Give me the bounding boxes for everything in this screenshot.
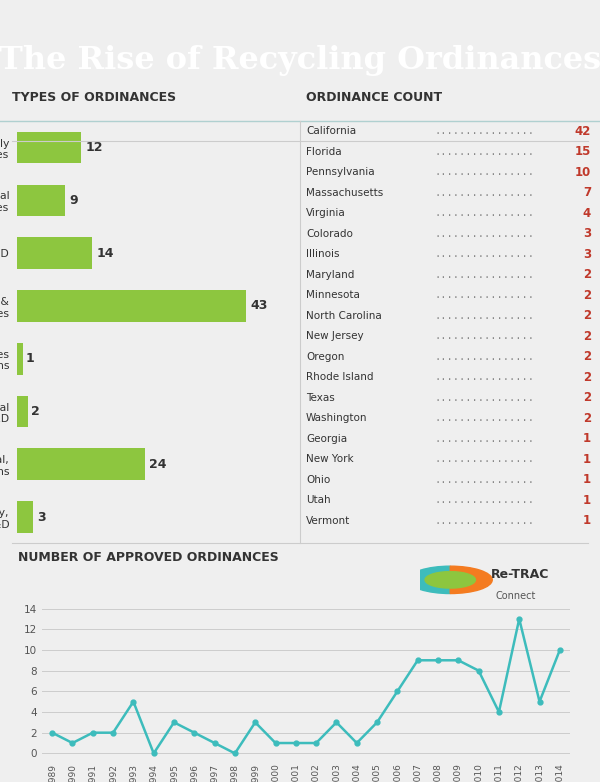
Text: 2: 2	[583, 371, 591, 384]
Text: ................: ................	[434, 332, 535, 341]
Text: Pennsylvania: Pennsylvania	[306, 167, 374, 178]
Text: 14: 14	[96, 246, 113, 260]
Text: New York: New York	[306, 454, 353, 465]
Bar	[17, 290, 246, 321]
Text: 2: 2	[583, 350, 591, 363]
Text: 12: 12	[85, 141, 103, 154]
Text: 43: 43	[250, 300, 268, 313]
Text: ................: ................	[434, 167, 535, 178]
Text: ................: ................	[434, 372, 535, 382]
Bar	[17, 237, 92, 269]
Text: 7: 7	[583, 186, 591, 199]
Text: ................: ................	[434, 434, 535, 443]
Text: 1: 1	[26, 352, 35, 365]
Text: Rhode Island: Rhode Island	[306, 372, 373, 382]
Text: North Carolina: North Carolina	[306, 310, 382, 321]
Text: 1: 1	[583, 432, 591, 445]
Wedge shape	[408, 566, 450, 594]
Bar	[17, 448, 145, 480]
Text: ................: ................	[434, 208, 535, 218]
Text: 4: 4	[583, 207, 591, 220]
Text: Georgia: Georgia	[306, 434, 347, 443]
Bar	[17, 131, 81, 163]
Text: 3: 3	[583, 228, 591, 240]
Text: 1: 1	[583, 493, 591, 507]
Text: ................: ................	[434, 270, 535, 280]
Text: ................: ................	[434, 475, 535, 485]
Text: 3: 3	[583, 248, 591, 261]
Text: Ohio: Ohio	[306, 475, 330, 485]
Text: 10: 10	[575, 166, 591, 179]
Text: Colorado: Colorado	[306, 229, 353, 239]
Bar	[17, 185, 65, 216]
Text: ................: ................	[434, 188, 535, 198]
Text: Re-TRAC: Re-TRAC	[491, 568, 549, 581]
Text: 9: 9	[70, 194, 78, 207]
Text: ................: ................	[434, 352, 535, 362]
Text: ................: ................	[434, 249, 535, 260]
Text: 1: 1	[583, 473, 591, 486]
Text: ................: ................	[434, 229, 535, 239]
Bar	[17, 343, 23, 375]
Text: Maryland: Maryland	[306, 270, 355, 280]
Text: ................: ................	[434, 515, 535, 526]
Bar	[17, 396, 28, 427]
Text: Minnesota: Minnesota	[306, 290, 360, 300]
Text: Florida: Florida	[306, 147, 341, 157]
Wedge shape	[425, 572, 475, 588]
Text: ................: ................	[434, 495, 535, 505]
Text: 1: 1	[583, 514, 591, 527]
Text: Vermont: Vermont	[306, 515, 350, 526]
Text: ................: ................	[434, 147, 535, 157]
Text: 15: 15	[575, 145, 591, 159]
Text: Oregon: Oregon	[306, 352, 344, 362]
Wedge shape	[450, 566, 492, 594]
Text: Illinois: Illinois	[306, 249, 340, 260]
Text: 2: 2	[583, 268, 591, 282]
Text: Utah: Utah	[306, 495, 331, 505]
Text: 2: 2	[583, 289, 591, 302]
Text: New Jersey: New Jersey	[306, 332, 364, 341]
Text: Connect: Connect	[496, 591, 536, 601]
Text: ................: ................	[434, 127, 535, 136]
Text: 24: 24	[149, 457, 167, 471]
Text: 42: 42	[575, 125, 591, 138]
Text: ................: ................	[434, 290, 535, 300]
Text: 2: 2	[583, 391, 591, 404]
Text: 2: 2	[583, 309, 591, 322]
Text: 2: 2	[31, 405, 40, 418]
Text: ................: ................	[434, 413, 535, 423]
Text: Texas: Texas	[306, 393, 335, 403]
Bar	[17, 501, 33, 533]
Text: ................: ................	[434, 310, 535, 321]
Text: 1: 1	[583, 453, 591, 465]
Text: Virginia: Virginia	[306, 208, 346, 218]
Text: 3: 3	[38, 511, 46, 524]
Text: California: California	[306, 127, 356, 136]
Text: ................: ................	[434, 454, 535, 465]
Text: The Rise of Recycling Ordinances: The Rise of Recycling Ordinances	[0, 45, 600, 76]
Text: 2: 2	[583, 330, 591, 343]
Text: Washington: Washington	[306, 413, 367, 423]
Text: ORDINANCE COUNT: ORDINANCE COUNT	[306, 91, 442, 104]
Text: TYPES OF ORDINANCES: TYPES OF ORDINANCES	[12, 91, 176, 104]
Text: NUMBER OF APPROVED ORDINANCES: NUMBER OF APPROVED ORDINANCES	[18, 551, 279, 565]
Text: 2: 2	[583, 411, 591, 425]
Text: ................: ................	[434, 393, 535, 403]
Text: Massachusetts: Massachusetts	[306, 188, 383, 198]
